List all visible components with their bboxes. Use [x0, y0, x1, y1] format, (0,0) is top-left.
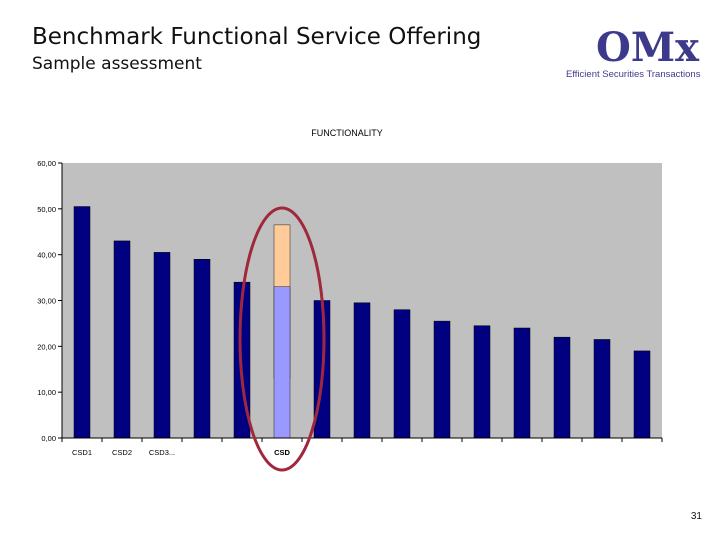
chart-title: FUNCTIONALITY	[311, 128, 383, 138]
y-tick-label: 40,00	[37, 251, 56, 260]
y-tick-label: 20,00	[37, 342, 56, 351]
bar	[393, 309, 411, 439]
slide-subtitle: Sample assessment	[32, 54, 202, 74]
bar	[113, 240, 131, 439]
bar	[193, 259, 211, 439]
y-tick-label: 50,00	[37, 205, 56, 214]
page-number: 31	[690, 511, 702, 522]
x-tick-label: CSD1	[72, 448, 92, 457]
bar	[153, 252, 171, 439]
bar	[593, 339, 611, 439]
x-axis: CSD1 CSD2 CSD3... CSD	[61, 437, 663, 457]
bar	[633, 350, 651, 439]
y-tick-label: 10,00	[37, 388, 56, 397]
logo-tagline: Efficient Securities Transactions	[566, 69, 701, 80]
logo-mark: OMx	[596, 24, 700, 71]
bar	[353, 302, 371, 439]
bar	[473, 325, 491, 439]
y-tick-label: 30,00	[37, 297, 56, 306]
omx-logo: OMx	[596, 24, 700, 71]
y-axis: 0,00 10,00 20,00 30,00 40,00 50,00 60,00	[37, 159, 63, 443]
x-tick-label: CSD	[274, 448, 290, 457]
y-tick-label: 0,00	[41, 434, 56, 443]
y-tick-label: 60,00	[37, 159, 56, 168]
bar	[433, 320, 451, 439]
bar	[553, 336, 571, 439]
highlight-bar	[273, 286, 291, 439]
bar	[513, 327, 531, 439]
x-tick-label: CSD2	[112, 448, 132, 457]
bar	[73, 206, 91, 439]
highlight-ellipse	[238, 206, 326, 472]
slide-title: Benchmark Functional Service Offering	[32, 24, 482, 50]
x-tick-label: CSD3...	[149, 448, 175, 457]
